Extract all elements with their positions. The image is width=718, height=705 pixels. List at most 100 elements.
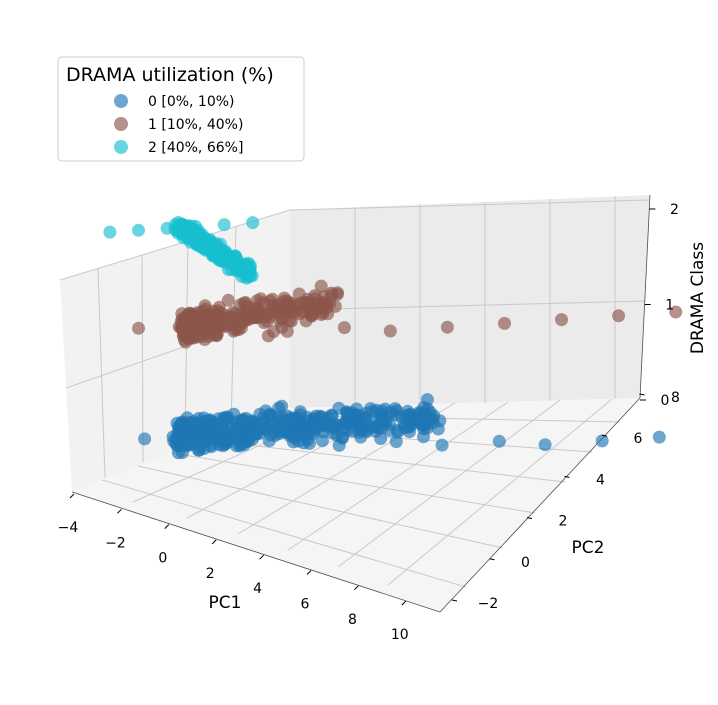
series-2-point	[132, 223, 145, 237]
series-0-point	[492, 434, 506, 448]
legend-box	[57, 56, 305, 162]
y-tick-mark	[526, 517, 533, 520]
series-2-point	[171, 216, 185, 229]
series-1-point	[265, 306, 279, 320]
legend-marker-0	[114, 94, 128, 108]
x-tick-mark	[69, 493, 75, 499]
series-0-point	[298, 428, 312, 442]
series-0-point	[263, 409, 277, 423]
series-2-point	[213, 242, 227, 256]
series-2-point	[103, 225, 117, 239]
y-tick-mark	[639, 393, 645, 396]
series-0-point	[435, 438, 449, 452]
series-0-point	[184, 429, 198, 443]
y-tick-label: 6	[634, 431, 643, 447]
series-1-point	[283, 300, 297, 314]
x-tick-label: 10	[391, 627, 409, 643]
y-axis-label: PC2	[572, 538, 605, 558]
x-tick-label: 4	[253, 581, 262, 597]
series-0-point	[214, 434, 228, 448]
series-0-point	[197, 441, 211, 455]
z-tick-label: 0	[661, 393, 670, 409]
series-0-point	[595, 434, 609, 448]
legend-entry-2: 2 [40%, 66%]	[148, 140, 243, 156]
x-tick-mark	[211, 539, 217, 545]
z-tick-label: 2	[670, 202, 679, 218]
series-1-point	[308, 289, 322, 303]
pane-back	[290, 195, 650, 408]
series-2-point	[217, 218, 231, 232]
series-1-point	[337, 321, 351, 335]
series-1-point	[331, 286, 344, 300]
z-axis-label: DRAMA Class	[688, 242, 708, 354]
scatter-points	[103, 216, 683, 460]
series-1-point	[198, 299, 212, 313]
series-0-point	[352, 422, 366, 435]
series-0-point	[329, 418, 343, 431]
series-1-point	[196, 310, 210, 324]
series-1-point	[249, 311, 263, 324]
axes-edges	[71, 194, 651, 613]
series-0-point	[206, 421, 220, 435]
x-tick-mark	[306, 570, 312, 575]
series-1-point	[132, 321, 145, 335]
series-2-point	[202, 238, 216, 252]
legend: DRAMA utilization (%) 0 [0%, 10%) 1 [10%…	[57, 56, 305, 162]
series-1-point	[221, 293, 235, 307]
series-2-point	[241, 270, 255, 284]
y-tick-label: 0	[521, 555, 530, 571]
series-0-point	[538, 438, 552, 452]
series-1-point	[261, 329, 275, 343]
series-2-point	[246, 216, 260, 230]
series-0-point	[170, 416, 184, 430]
y-tick-mark	[489, 558, 495, 561]
series-0-point	[199, 431, 213, 445]
series-0-point	[286, 435, 300, 449]
y-tick-label: 4	[596, 472, 605, 488]
series-0-point	[401, 420, 415, 434]
x-tick-label: −4	[58, 520, 79, 536]
series-2-point	[189, 219, 203, 233]
series-1-point	[232, 311, 246, 325]
series-0-point	[332, 438, 346, 452]
series-1-point	[555, 313, 568, 327]
series-0-point	[275, 399, 289, 413]
y-tick-label: −2	[478, 596, 499, 612]
x-tick-mark	[401, 600, 407, 606]
series-0-point	[363, 421, 377, 435]
series-2-point	[160, 221, 174, 235]
x-tick-label: −2	[105, 535, 126, 551]
legend-entry-0: 0 [0%, 10%)	[148, 94, 235, 110]
x-tick-mark	[259, 554, 264, 560]
series-1-point	[669, 305, 683, 319]
series-1-point	[314, 279, 328, 293]
z-tick-label: 1	[665, 298, 674, 314]
series-0-point	[229, 439, 243, 453]
x-tick-mark	[354, 585, 359, 591]
series-1-point	[223, 312, 236, 326]
series-2-point	[225, 257, 239, 271]
series-0-point	[166, 430, 180, 444]
y-tick-mark	[451, 599, 458, 602]
series-1-point	[234, 321, 248, 335]
series-1-point	[498, 316, 511, 330]
series-0-point	[309, 409, 323, 423]
legend-marker-1	[114, 117, 128, 131]
series-0-point	[262, 434, 276, 448]
series-1-point	[316, 306, 330, 320]
series-0-point	[171, 446, 185, 460]
series-0-point	[400, 408, 414, 422]
x-tick-mark	[117, 508, 122, 514]
series-0-point	[197, 411, 211, 425]
legend-marker-2	[114, 140, 128, 154]
series-0-point	[250, 427, 264, 441]
series-0-point	[286, 412, 300, 426]
series-1-point	[300, 299, 314, 313]
x-tick-label: 2	[206, 566, 215, 582]
legend-title: DRAMA utilization (%)	[66, 64, 274, 86]
y-tick-label: 2	[559, 514, 568, 530]
series-1-point	[383, 324, 397, 338]
series-0-point	[315, 434, 329, 448]
series-0-point	[652, 430, 666, 444]
